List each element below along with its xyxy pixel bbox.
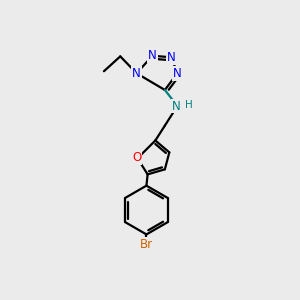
Text: N: N: [173, 67, 182, 80]
Text: N: N: [132, 67, 141, 80]
Text: H: H: [185, 100, 193, 110]
Text: N: N: [148, 49, 157, 62]
Text: Br: Br: [140, 238, 153, 251]
Text: N: N: [172, 100, 181, 112]
Text: O: O: [132, 151, 142, 164]
Text: N: N: [167, 51, 176, 64]
